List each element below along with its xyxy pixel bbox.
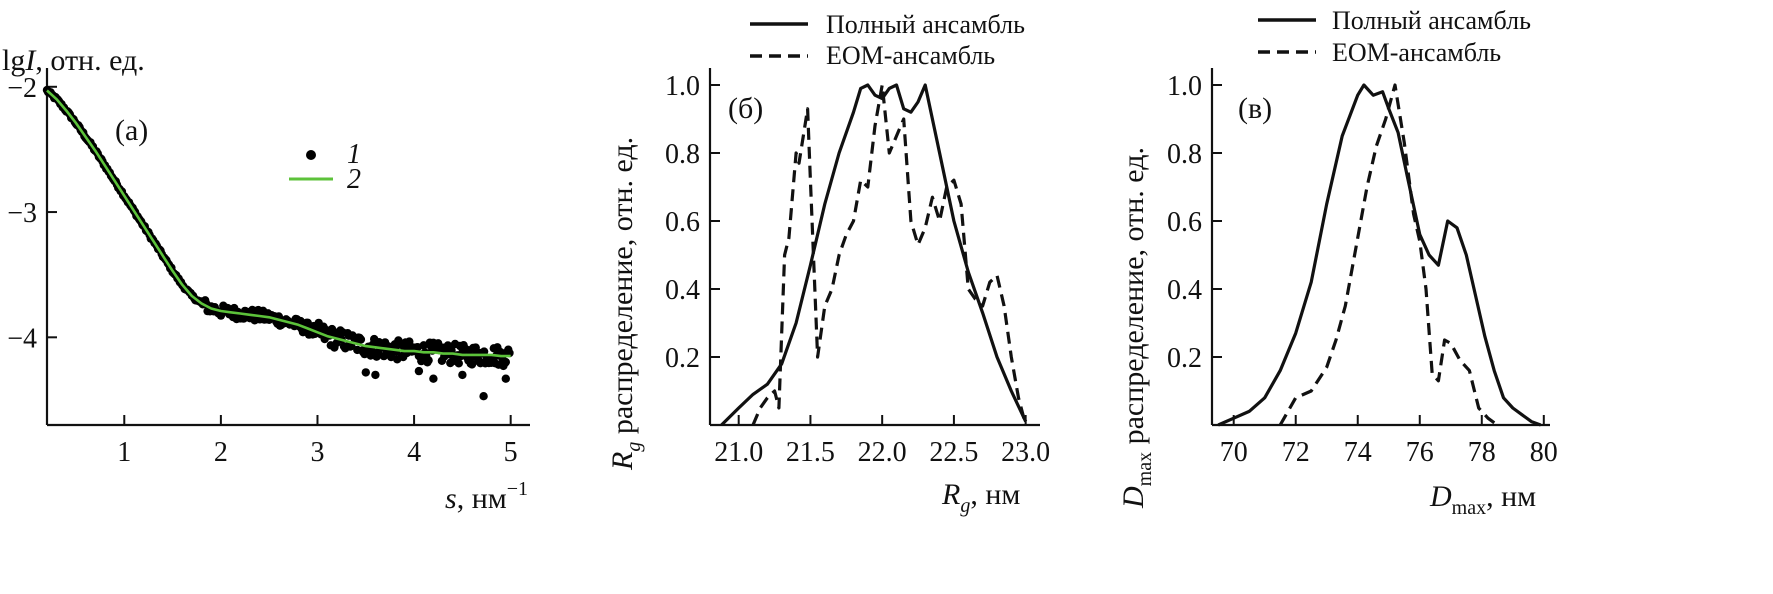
x-tick-label: 23.0 xyxy=(1001,437,1050,468)
fit-curve-line xyxy=(46,89,511,358)
x-tick-label: 72 xyxy=(1282,437,1310,468)
y-tick-label: 1.0 xyxy=(665,71,700,102)
x-tick-label: 22.0 xyxy=(858,437,907,468)
panel-a-x-axis-title: s, нм−1 xyxy=(445,478,528,515)
legend-item-2-label: 2 xyxy=(347,164,361,195)
x-tick-label: 80 xyxy=(1530,437,1558,468)
panel-c-y-axis-title: Dmax распределение, отн. ед. xyxy=(1117,147,1156,509)
panel-a-legend: 1 2 xyxy=(289,139,361,195)
data-point xyxy=(356,335,366,344)
legend-item-eom-label: EOM-ансамбль xyxy=(1332,38,1501,67)
panel-b-y-axis-title: Rg распределение, отн. ед. xyxy=(606,137,645,471)
legend-item-full-label: Полный ансамбль xyxy=(1332,6,1531,35)
panel-c-letter: (в) xyxy=(1238,92,1272,125)
data-point xyxy=(361,368,370,377)
panel-a-plot-layer: 1 2 3 4 5−2−3−4 xyxy=(7,68,530,468)
data-point xyxy=(447,346,456,355)
y-tick-label: 0.6 xyxy=(1167,207,1202,238)
y-tick-label: −4 xyxy=(7,323,37,354)
x-tick-label: 70 xyxy=(1220,437,1248,468)
data-point xyxy=(454,359,463,368)
y-tick-label: 0.4 xyxy=(1167,275,1202,306)
panel-c-plot-layer: 70 72 74 76 78 80 0.2 0.4 0.6 0.8 1.0 xyxy=(1167,68,1558,468)
x-tick-label: 76 xyxy=(1406,437,1434,468)
y-tick-label: 0.8 xyxy=(1167,139,1202,170)
eom-ensemble-line xyxy=(1278,83,1499,427)
panel-c-legend: Полный ансамбль EOM-ансамбль xyxy=(1258,6,1531,67)
x-tick-label: 21.5 xyxy=(786,437,835,468)
x-tick-label: 5 xyxy=(504,437,518,468)
panel-c-x-axis-title: Dmax, нм xyxy=(1429,480,1536,519)
full-ensemble-line xyxy=(1217,83,1542,427)
data-point xyxy=(371,370,380,380)
panel-a-lg-intensity: 1 2 3 4 5−2−3−4 (a) lgI, отн. ед. s, нм−1 1 … xyxy=(2,44,530,515)
x-tick-label: 1 xyxy=(117,437,131,468)
legend-item-full-label: Полный ансамбль xyxy=(826,10,1025,39)
data-point xyxy=(424,356,433,365)
panel-b-x-axis-title: Rg, нм xyxy=(941,478,1020,517)
panel-b-plot-layer: 21.0 21.5 22.0 22.5 23.0 0.2 0.4 0.6 0.8 1.0 xyxy=(665,68,1050,468)
eom-ensemble-line xyxy=(751,83,1028,426)
y-tick-label: −2 xyxy=(7,73,37,104)
legend-item-1-label: 1 xyxy=(347,139,361,170)
x-tick-label: 22.5 xyxy=(929,437,978,468)
y-tick-label: 0.6 xyxy=(665,207,700,238)
panel-b-rg-distribution: 21.0 21.5 22.0 22.5 23.00.20.40.60.81.0 (б) … xyxy=(606,10,1050,517)
data-point xyxy=(501,374,510,383)
panel-c-dmax-distribution: 70 72 74 76 78 80 0.2 0.4 0.6 0.8 1.0 (в) Dmax рас… xyxy=(1117,6,1558,519)
panel-b-legend: Полный ансамбль EOM-ансамбль xyxy=(750,10,1025,70)
legend-item-1-marker xyxy=(306,150,316,160)
x-tick-label: 2 xyxy=(214,437,228,468)
panel-b-letter: (б) xyxy=(728,92,763,125)
data-point xyxy=(414,366,424,376)
x-tick-label: 4 xyxy=(407,437,421,468)
data-point xyxy=(429,374,438,383)
y-tick-label: −3 xyxy=(7,198,37,229)
data-point xyxy=(479,392,488,401)
legend-item-eom-label: EOM-ансамбль xyxy=(826,41,995,70)
y-tick-label: 0.4 xyxy=(665,275,700,306)
full-ensemble-line xyxy=(720,83,1028,427)
data-point xyxy=(501,357,510,367)
y-tick-label: 0.2 xyxy=(1167,343,1202,374)
panel-a-letter: (a) xyxy=(115,114,148,147)
x-tick-label: 74 xyxy=(1344,437,1372,468)
x-tick-label: 78 xyxy=(1468,437,1496,468)
y-tick-label: 0.2 xyxy=(665,343,700,374)
y-tick-label: 0.8 xyxy=(665,139,700,170)
x-tick-label: 3 xyxy=(310,437,324,468)
x-tick-label: 21.0 xyxy=(714,437,763,468)
data-point xyxy=(467,360,477,369)
panel-a-y-axis-title: lgI, отн. ед. xyxy=(2,44,145,77)
data-point xyxy=(458,370,467,380)
y-tick-label: 1.0 xyxy=(1167,71,1202,102)
